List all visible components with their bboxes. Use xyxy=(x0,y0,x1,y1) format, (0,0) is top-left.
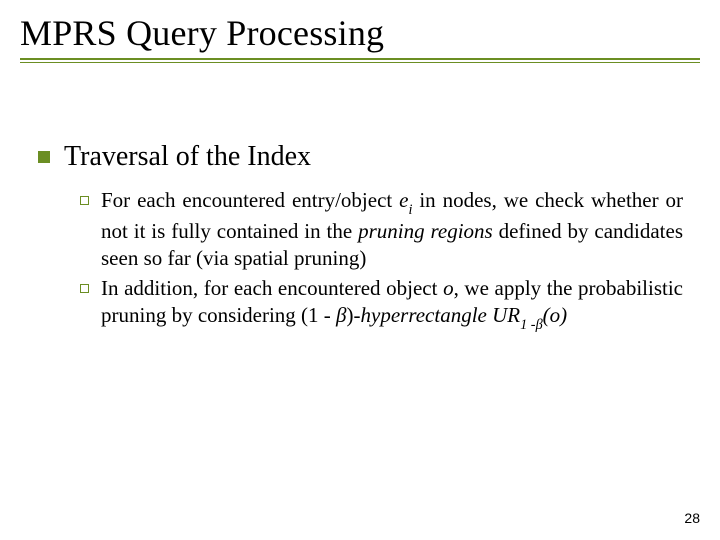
slide-body: Traversal of the Index For each encounte… xyxy=(38,140,683,337)
close: ) xyxy=(560,303,567,327)
square-bullet-icon xyxy=(38,151,50,163)
lvl2-text-2: In addition, for each encountered object… xyxy=(101,275,683,333)
text: ) xyxy=(347,303,354,327)
page-number: 28 xyxy=(684,510,700,526)
text: For each encountered entry/object xyxy=(101,188,399,212)
hyperrect: -hyperrectangle xyxy=(354,303,493,327)
UR-term: UR1 -β(o) xyxy=(492,303,567,327)
bullet-lvl1: Traversal of the Index xyxy=(38,140,683,173)
sub-1minus-text: 1 - xyxy=(520,317,535,333)
lvl2-text-1: For each encountered entry/object ei in … xyxy=(101,187,683,271)
lvl1-text: Traversal of the Index xyxy=(64,140,311,173)
title-underline xyxy=(20,58,700,63)
open: ( xyxy=(543,303,550,327)
sub-beta: β xyxy=(536,317,543,333)
var-o: o xyxy=(443,276,454,300)
title-block: MPRS Query Processing xyxy=(20,12,700,63)
hollow-square-bullet-icon xyxy=(80,284,89,293)
slide-title: MPRS Query Processing xyxy=(20,12,700,58)
slide: MPRS Query Processing Traversal of the I… xyxy=(0,0,720,540)
beta: β xyxy=(336,303,346,327)
var-e: ei xyxy=(399,188,412,212)
hollow-square-bullet-icon xyxy=(80,196,89,205)
var-o2: o xyxy=(550,303,561,327)
bullet-lvl2: For each encountered entry/object ei in … xyxy=(80,187,683,271)
bullet-lvl2: In addition, for each encountered object… xyxy=(80,275,683,333)
sub-i: i xyxy=(408,202,412,218)
pruning-regions: pruning regions xyxy=(358,219,493,243)
text: In addition, for each encountered object xyxy=(101,276,443,300)
UR: UR xyxy=(492,303,520,327)
sub-1minus: 1 -β xyxy=(520,317,543,333)
